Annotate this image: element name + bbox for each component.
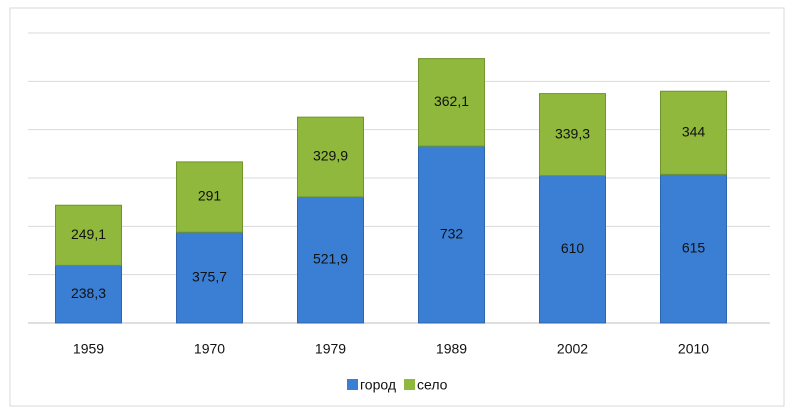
bar-segment (297, 196, 364, 324)
x-tick-label: 1970 (194, 341, 225, 357)
bar-segment (539, 93, 606, 177)
bar-segment (176, 161, 243, 233)
bar-segment (297, 116, 364, 198)
data-label: 610 (561, 240, 585, 256)
data-label: 521,9 (313, 251, 348, 267)
bar-segment (660, 173, 727, 324)
data-label: 339,3 (555, 125, 590, 141)
bar-segment (55, 204, 122, 266)
data-label: 329,9 (313, 148, 348, 164)
data-label: 291 (198, 188, 222, 204)
legend-swatch (347, 379, 358, 390)
bar-segment (418, 58, 485, 147)
bar-segment (660, 90, 727, 175)
data-label: 375,7 (192, 268, 227, 284)
x-tick-label: 1989 (436, 341, 467, 357)
data-label: 615 (682, 239, 706, 255)
x-tick-label: 1979 (315, 341, 346, 357)
chart-border (9, 7, 785, 407)
legend-swatch (404, 379, 416, 390)
data-label: 344 (682, 124, 706, 140)
data-label: 362,1 (434, 93, 469, 109)
bar-segment (176, 231, 243, 324)
bar-segment (55, 264, 122, 324)
data-label: 732 (440, 225, 464, 241)
bar-segment (418, 145, 485, 324)
x-tick-label: 1959 (73, 341, 104, 357)
bar-segment (539, 175, 606, 324)
data-label: 238,3 (71, 285, 106, 301)
x-tick-label: 2010 (678, 341, 709, 357)
x-tick-label: 2002 (557, 341, 588, 357)
legend-label: город (360, 377, 396, 393)
data-label: 249,1 (71, 226, 106, 242)
legend-label: село (417, 377, 448, 393)
